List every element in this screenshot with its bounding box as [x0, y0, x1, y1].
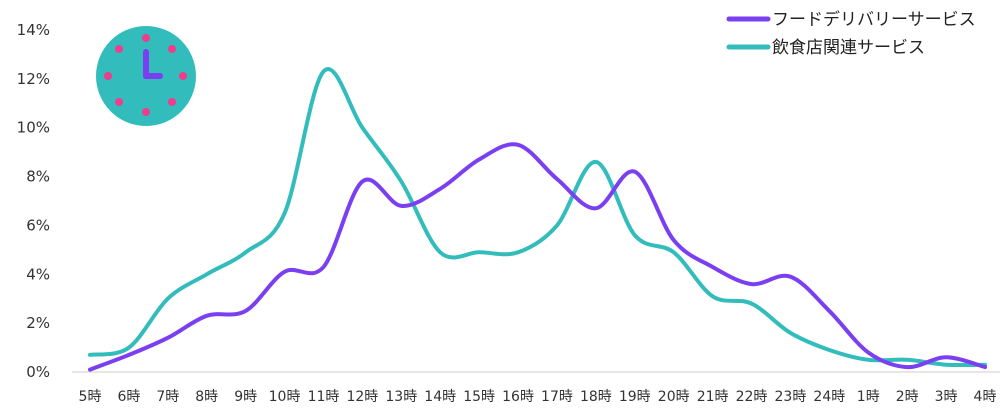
y-tick-label: 4%: [26, 265, 50, 283]
y-tick-label: 0%: [26, 363, 50, 381]
x-tick-label: 11時: [308, 389, 340, 405]
legend: フードデリバリーサービス 飲食店関連サービス: [726, 9, 976, 58]
x-tick-label: 16時: [502, 389, 534, 405]
x-tick-label: 21時: [697, 389, 729, 405]
y-tick-label: 10%: [17, 119, 50, 137]
x-tick-label: 20時: [658, 389, 690, 405]
legend-item-food-delivery: フードデリバリーサービス: [726, 9, 976, 30]
x-tick-label: 18時: [580, 389, 612, 405]
x-axis-ticks: 5時 6時 7時 8時 9時 10時 11時 12時 13時 14時 15時 16時 17時 18時 19時…: [79, 389, 997, 405]
x-tick-label: 1時: [857, 389, 880, 405]
x-tick-label: 4時: [974, 389, 997, 405]
legend-label: 飲食店関連サービス: [772, 38, 925, 58]
x-tick-label: 24時: [813, 389, 845, 405]
y-tick-label: 6%: [26, 216, 50, 234]
x-tick-label: 10時: [269, 389, 301, 405]
x-tick-label: 23時: [775, 389, 807, 405]
y-tick-label: 14%: [17, 21, 50, 39]
x-tick-label: 7時: [156, 389, 179, 405]
x-tick-label: 14時: [424, 389, 456, 405]
x-tick-label: 12時: [346, 389, 378, 405]
x-tick-label: 15時: [463, 389, 495, 405]
x-tick-label: 17時: [541, 389, 573, 405]
y-tick-label: 12%: [17, 70, 50, 88]
x-tick-label: 8時: [195, 389, 218, 405]
legend-label: フードデリバリーサービス: [772, 9, 976, 30]
series-line-food-delivery: [88, 142, 987, 372]
x-tick-label: 6時: [117, 389, 140, 405]
clock-icon: [96, 26, 196, 126]
x-tick-label: 3時: [935, 389, 958, 405]
x-tick-label: 19時: [619, 389, 651, 405]
y-tick-label: 2%: [26, 314, 50, 332]
y-tick-label: 8%: [26, 168, 50, 186]
y-axis-ticks: 0% 2% 4% 6% 8% 10% 12% 14%: [17, 21, 50, 381]
x-tick-label: 9時: [234, 389, 257, 405]
series-lines: [88, 67, 987, 372]
x-tick-label: 2時: [896, 389, 919, 405]
x-tick-label: 22時: [736, 389, 768, 405]
series-line-restaurant: [88, 67, 987, 368]
legend-item-restaurant: 飲食店関連サービス: [726, 38, 925, 58]
x-tick-label: 13時: [385, 389, 417, 405]
x-tick-label: 5時: [79, 389, 102, 405]
